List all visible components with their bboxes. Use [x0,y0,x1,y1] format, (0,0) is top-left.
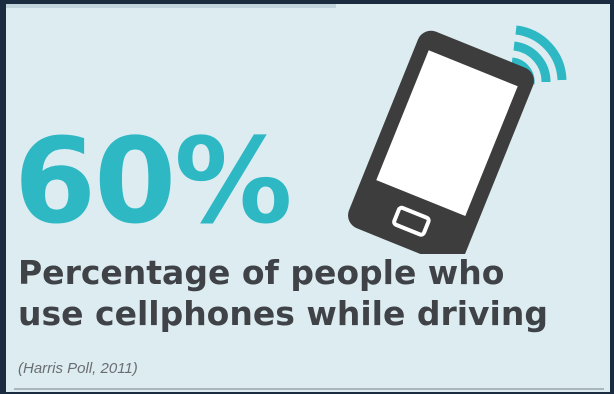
cellphone-icon [348,25,567,254]
stat-percentage: 60% [14,112,292,250]
stat-description-line-2: use cellphones while driving [18,294,548,333]
phone-body-icon [348,30,534,254]
top-divider [6,4,336,8]
bottom-divider [14,388,604,390]
source-citation: (Harris Poll, 2011) [18,360,138,377]
stat-value: 60% [14,122,292,240]
stat-description: Percentage of people who use cellphones … [18,252,608,334]
stat-description-line-1: Percentage of people who [18,253,505,292]
infographic-panel: 60% Percentage of people who use cellpho… [6,4,610,392]
